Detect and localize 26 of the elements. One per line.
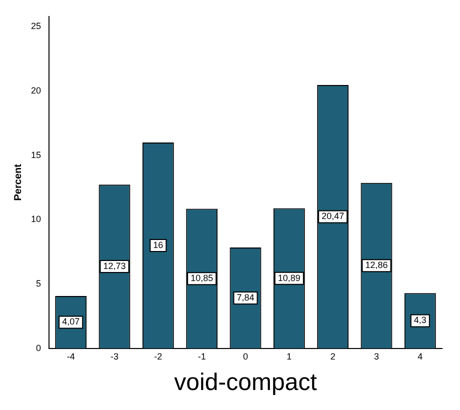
x-tick-label: 0 xyxy=(243,351,248,362)
x-tick-label: -4 xyxy=(66,351,75,362)
x-tick-label: 1 xyxy=(286,351,292,362)
y-tick-label: 15 xyxy=(30,150,42,160)
x-tick-label: 3 xyxy=(374,351,380,362)
y-tick-label: 20 xyxy=(30,86,42,96)
y-tick-label: 25 xyxy=(30,21,42,32)
data-label: 20,47 xyxy=(322,211,344,222)
x-tick-label: 2 xyxy=(330,351,336,362)
y-tick-label: 5 xyxy=(36,278,42,289)
data-label: 7,84 xyxy=(236,292,254,302)
x-axis-title: void-compact xyxy=(174,369,318,396)
y-tick-label: 10 xyxy=(30,214,42,224)
y-tick-label: 0 xyxy=(36,342,42,353)
data-label: 4,3 xyxy=(414,315,426,326)
x-tick-label: -1 xyxy=(198,351,206,362)
data-label: 16 xyxy=(153,240,164,250)
y-axis-title: Percent xyxy=(12,163,24,201)
x-tick-label: 4 xyxy=(418,351,423,362)
data-label: 10,85 xyxy=(190,273,214,284)
data-label: 12,86 xyxy=(365,260,388,270)
data-label: 4,07 xyxy=(62,316,80,327)
data-label: 10,89 xyxy=(278,272,300,283)
x-tick-label: -3 xyxy=(110,351,119,362)
data-label: 12,73 xyxy=(103,260,126,271)
x-tick-label: -2 xyxy=(154,351,162,362)
